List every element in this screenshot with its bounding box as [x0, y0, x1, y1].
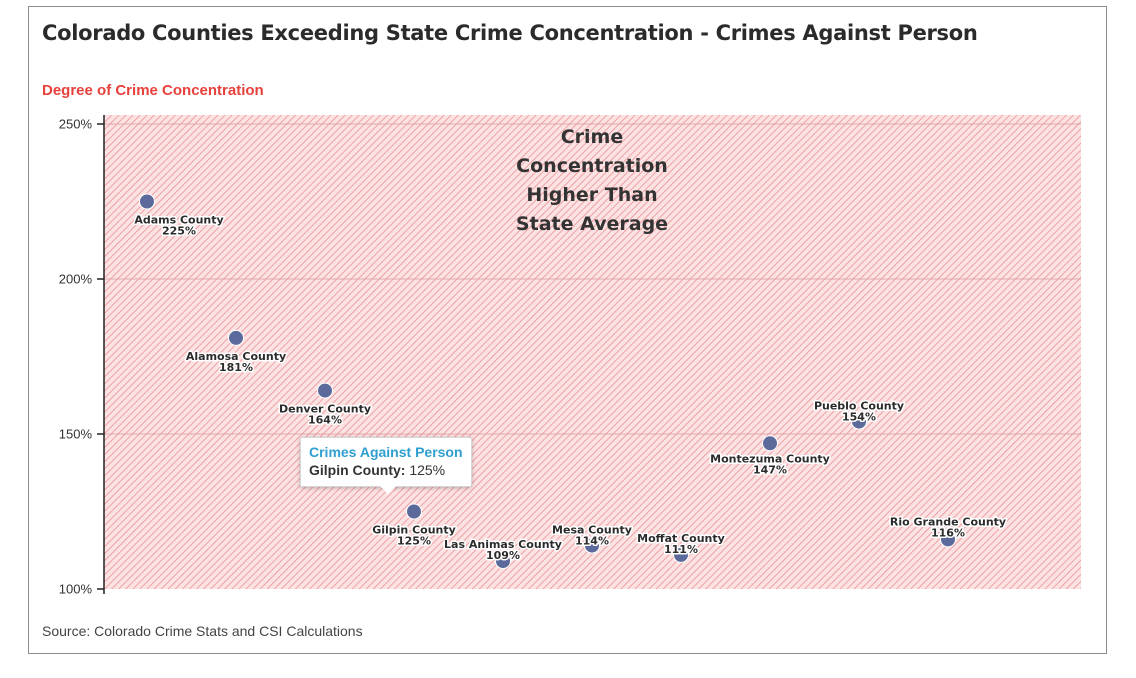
- data-tooltip: Crimes Against Person Gilpin County: 125…: [300, 437, 472, 494]
- tooltip-body: Gilpin County: 125%: [309, 462, 463, 478]
- region-label-line: Concentration: [516, 155, 668, 177]
- y-tick-label: 200%: [59, 272, 93, 287]
- region-label-line: Crime: [561, 126, 624, 148]
- data-point-name: Las Animas County: [444, 538, 562, 551]
- data-point-marker[interactable]: [228, 329, 244, 346]
- tooltip-series: Crimes Against Person: [309, 444, 463, 460]
- data-point-marker[interactable]: [940, 531, 956, 548]
- data-point-value: 147%: [753, 463, 787, 476]
- data-point-marker[interactable]: [851, 413, 867, 430]
- data-point-value: 111%: [664, 543, 698, 556]
- data-point-value: 109%: [486, 549, 520, 562]
- y-tick-label: 150%: [59, 427, 93, 442]
- data-point-name: Rio Grande County: [890, 515, 1006, 528]
- y-axis-ticks: 100% 150% 200% 250%: [59, 117, 104, 597]
- data-point-name: Gilpin County: [372, 524, 456, 537]
- data-point-name: Alamosa County: [186, 350, 286, 363]
- data-point-value: 116%: [931, 526, 965, 539]
- region-label-line: State Average: [516, 213, 668, 235]
- data-point-marker[interactable]: [495, 553, 511, 570]
- data-point-name: Pueblo County: [814, 400, 904, 413]
- data-point-marker[interactable]: [584, 537, 600, 554]
- data-point-value: 114%: [575, 535, 609, 548]
- data-point-value: 154%: [842, 411, 876, 424]
- above-average-region: [104, 115, 1081, 589]
- data-point-value: 181%: [219, 361, 253, 374]
- data-point-marker[interactable]: [673, 546, 689, 563]
- data-point-value: 125%: [397, 535, 431, 548]
- tooltip-value: 125%: [409, 462, 446, 478]
- data-point-marker[interactable]: [139, 193, 155, 210]
- data-point-name: Moffat County: [637, 532, 725, 545]
- y-tick-label: 100%: [59, 582, 93, 597]
- chart-title: Colorado Counties Exceeding State Crime …: [42, 21, 978, 45]
- region-label: Crime Concentration Higher Than State Avera…: [516, 126, 668, 235]
- y-axis-title: Degree of Crime Concentration: [42, 82, 264, 99]
- data-point-name: Denver County: [279, 403, 371, 416]
- tooltip-name: Gilpin County:: [309, 462, 406, 478]
- data-point-marker[interactable]: [317, 382, 333, 399]
- tooltip-arrow: [380, 486, 396, 494]
- data-point-marker[interactable]: [762, 435, 778, 452]
- chart-source: Source: Colorado Crime Stats and CSI Cal…: [42, 623, 363, 639]
- y-tick-label: 250%: [59, 117, 93, 132]
- gridlines: [104, 123, 1081, 435]
- region-label-line: Higher Than: [526, 184, 657, 206]
- data-point-name: Montezuma County: [710, 452, 830, 465]
- data-point-marker[interactable]: [406, 503, 422, 520]
- data-point-value: 225%: [162, 225, 196, 238]
- data-point-value: 164%: [308, 414, 342, 427]
- data-point-name: Mesa County: [552, 524, 632, 537]
- data-point-name: Adams County: [134, 214, 223, 227]
